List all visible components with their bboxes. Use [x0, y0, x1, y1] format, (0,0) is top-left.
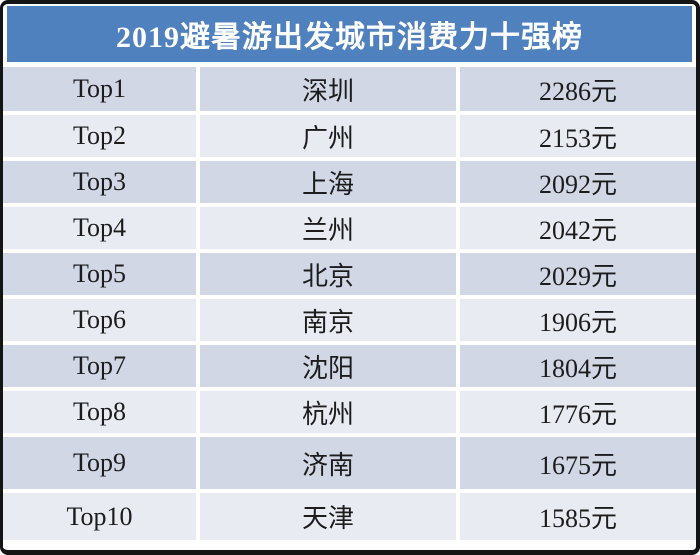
city-cell: 天津	[200, 493, 456, 540]
price-cell: 1675元	[460, 437, 696, 489]
table-row: Top8 杭州 1776元	[3, 391, 696, 433]
city-cell: 上海	[200, 161, 456, 203]
table-row: Top4 兰州 2042元	[3, 207, 696, 249]
city-cell: 南京	[200, 299, 456, 341]
city-cell: 深圳	[200, 67, 456, 111]
city-cell: 杭州	[200, 391, 456, 433]
rank-cell: Top5	[3, 253, 196, 295]
table-row: Top3 上海 2092元	[3, 161, 696, 203]
price-cell: 2042元	[460, 207, 696, 249]
price-cell: 2029元	[460, 253, 696, 295]
title-bar: 2019避暑游出发城市消费力十强榜	[7, 6, 692, 62]
ranking-table: Top1 深圳 2286元 Top2 广州 2153元 Top3 上海 2092…	[3, 67, 696, 540]
city-cell: 北京	[200, 253, 456, 295]
price-cell: 1906元	[460, 299, 696, 341]
table-row: Top6 南京 1906元	[3, 299, 696, 341]
rank-cell: Top10	[3, 493, 196, 540]
page-title: 2019避暑游出发城市消费力十强榜	[116, 21, 583, 54]
city-cell: 兰州	[200, 207, 456, 249]
price-cell: 1776元	[460, 391, 696, 433]
rank-cell: Top4	[3, 207, 196, 249]
table-row: Top5 北京 2029元	[3, 253, 696, 295]
table-row: Top2 广州 2153元	[3, 115, 696, 157]
rank-cell: Top2	[3, 115, 196, 157]
price-cell: 2092元	[460, 161, 696, 203]
city-cell: 沈阳	[200, 345, 456, 387]
table-row: Top7 沈阳 1804元	[3, 345, 696, 387]
rank-cell: Top9	[3, 437, 196, 489]
price-cell: 1804元	[460, 345, 696, 387]
city-cell: 广州	[200, 115, 456, 157]
city-cell: 济南	[200, 437, 456, 489]
price-cell: 1585元	[460, 493, 696, 540]
rank-cell: Top7	[3, 345, 196, 387]
price-cell: 2286元	[460, 67, 696, 111]
rank-cell: Top6	[3, 299, 196, 341]
table-row: Top1 深圳 2286元	[3, 67, 696, 111]
rank-cell: Top3	[3, 161, 196, 203]
rank-cell: Top1	[3, 67, 196, 111]
price-cell: 2153元	[460, 115, 696, 157]
table-row: Top9 济南 1675元	[3, 437, 696, 489]
rank-cell: Top8	[3, 391, 196, 433]
table-row: Top10 天津 1585元	[3, 493, 696, 540]
